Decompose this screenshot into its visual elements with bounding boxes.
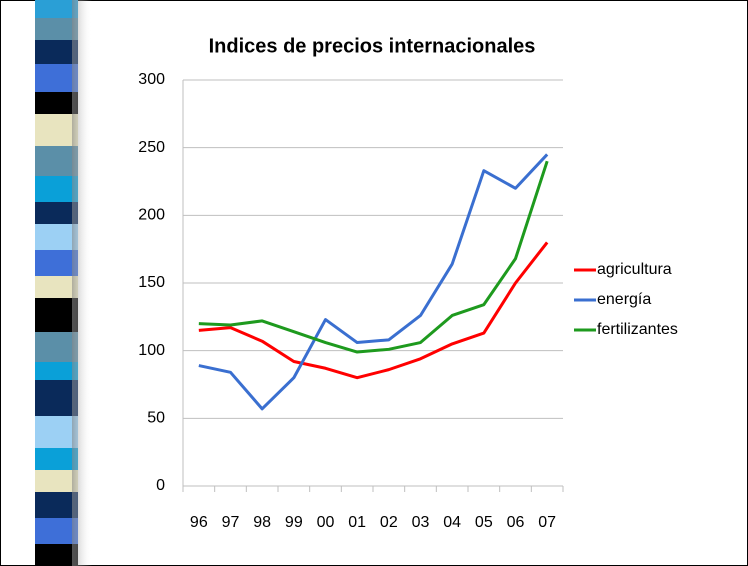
chart-title: Indices de precios internacionales	[209, 35, 536, 57]
x-tick-label: 03	[412, 514, 430, 531]
x-tick-label: 02	[380, 514, 398, 531]
legend-label: fertilizantes	[597, 321, 678, 338]
x-tick-label: 97	[222, 514, 240, 531]
y-tick-label: 200	[138, 207, 165, 224]
x-tick-label: 06	[507, 514, 525, 531]
y-tick-label: 100	[138, 342, 165, 359]
y-tick-label: 250	[138, 139, 165, 156]
y-tick-label: 150	[138, 274, 165, 291]
chart: Indices de precios internacionales 05010…	[0, 0, 748, 566]
x-tick-label: 99	[285, 514, 303, 531]
x-tick-label: 04	[443, 514, 461, 531]
y-tick-label: 300	[138, 71, 165, 88]
x-tick-label: 05	[475, 514, 493, 531]
x-tick-label: 01	[348, 514, 366, 531]
legend-label: agricultura	[597, 261, 672, 278]
page: {"chart_data": {"type": "line", "title":…	[0, 0, 748, 566]
x-tick-label: 96	[190, 514, 208, 531]
y-tick-label: 0	[156, 477, 165, 494]
x-tick-label: 98	[253, 514, 271, 531]
legend-label: energía	[597, 291, 651, 308]
decor-strip	[35, 0, 92, 566]
y-tick-label: 50	[147, 410, 165, 427]
x-tick-label: 07	[538, 514, 556, 531]
x-tick-label: 00	[317, 514, 335, 531]
